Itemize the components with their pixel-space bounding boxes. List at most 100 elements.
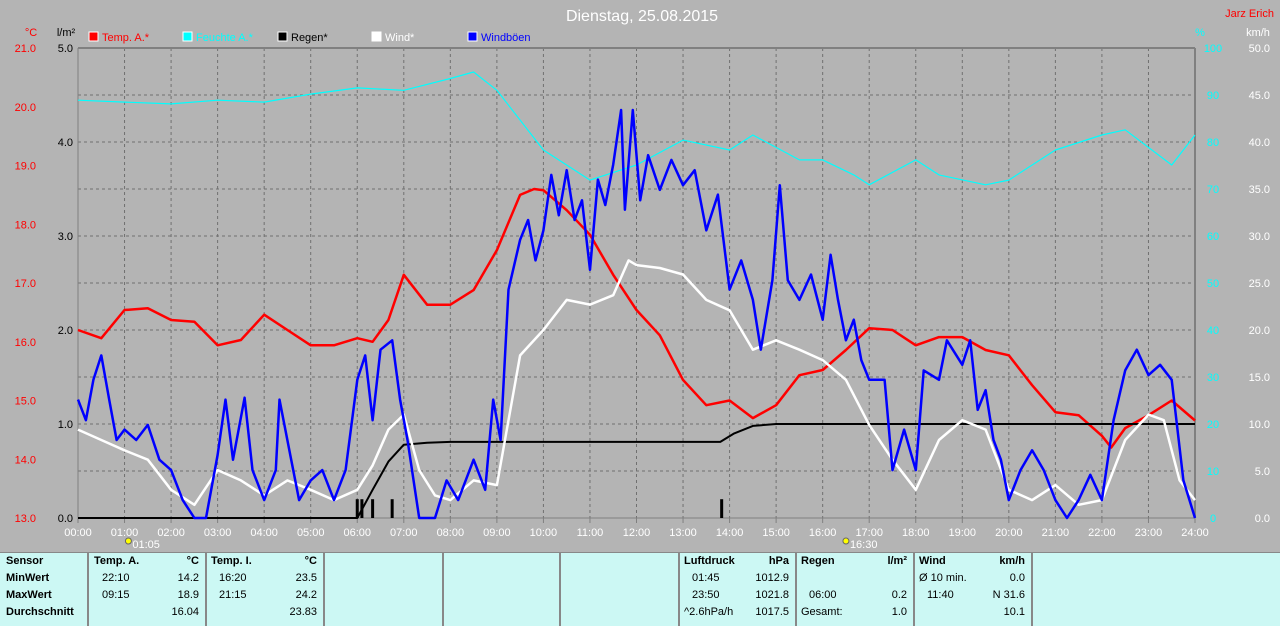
rain-bar xyxy=(390,499,394,518)
humidity-tick-label: 70 xyxy=(1207,184,1219,196)
temp-tick-label: 15.0 xyxy=(15,396,36,408)
wind-value: 0.0 xyxy=(1009,572,1025,584)
luftdruck-column: Luftdruck hPa 01:45 1012.9 23:50 1021.8 ^2.6hP… xyxy=(678,553,797,626)
luftdruck-value: 1012.9 xyxy=(755,572,789,584)
series-line-windben xyxy=(76,108,1197,520)
empty-column xyxy=(559,553,680,626)
x-tick-label: 00:00 xyxy=(64,527,92,539)
humidity-tick-label: 0 xyxy=(1210,513,1216,525)
series-line-wind xyxy=(77,259,1196,507)
x-tick-label: 06:00 xyxy=(343,527,371,539)
x-tick-label: 18:00 xyxy=(902,527,930,539)
x-tick-label: 04:00 xyxy=(250,527,278,539)
x-tick-label: 20:00 xyxy=(995,527,1023,539)
humidity-tick-label: 20 xyxy=(1207,419,1219,431)
wind-tick-label: 30.0 xyxy=(1249,231,1270,243)
regen-value: 0.2 xyxy=(891,589,907,601)
x-tick-label: 05:00 xyxy=(297,527,325,539)
series-layer xyxy=(76,71,1197,520)
humidity-tick-label: 90 xyxy=(1207,90,1219,102)
temp-tick-label: 21.0 xyxy=(15,43,36,55)
legend-label: Temp. A.* xyxy=(102,32,150,44)
x-tick-label: 14:00 xyxy=(716,527,744,539)
legend: Temp. A.* Feuchte A.* Regen* Wind* Windböen xyxy=(88,31,531,44)
grid xyxy=(77,47,1196,519)
wind-tick-label: 20.0 xyxy=(1249,325,1270,337)
humidity-tick-label: 50 xyxy=(1207,278,1219,290)
author-label: Jarz Erich xyxy=(1225,8,1274,20)
wind-tick-label: 40.0 xyxy=(1249,137,1270,149)
luftdruck-header: Luftdruck xyxy=(684,555,735,567)
empty-column xyxy=(442,553,561,626)
axes: 00:00 01:00 02:00 03:00 04:00 05:00 06:00 07:00… xyxy=(15,27,1270,551)
rain-bar xyxy=(355,499,359,518)
temp_a-time: 09:15 xyxy=(102,589,130,601)
temp-tick-label: 14.0 xyxy=(15,454,36,466)
rain-bar xyxy=(360,499,364,518)
legend-swatch xyxy=(467,31,478,42)
humidity-tick-label: 40 xyxy=(1207,325,1219,337)
luftdruck-value: 1021.8 xyxy=(755,589,789,601)
regen-header: Regen xyxy=(801,555,835,567)
temp-tick-label: 13.0 xyxy=(15,513,36,525)
temp_a-value: 14.2 xyxy=(177,572,199,584)
wind-tick-label: 35.0 xyxy=(1249,184,1270,196)
regen-unit: l/m² xyxy=(887,555,907,567)
wind-value: 10.1 xyxy=(1003,606,1025,618)
temp-tick-label: 17.0 xyxy=(15,278,36,290)
wind-axis-unit: km/h xyxy=(1246,27,1270,39)
regen-time: 06:00 xyxy=(809,589,837,601)
rain-bar xyxy=(371,499,375,518)
temp_i-header: Temp. I. xyxy=(211,555,252,567)
regen-column: Regen l/m² 06:00 0.2 Gesamt: 1.0 xyxy=(795,553,915,626)
wind-tick-label: 10.0 xyxy=(1249,419,1270,431)
luftdruck-time: ^2.6hPa/h xyxy=(684,606,734,618)
weather-chart: Dienstag, 25.08.2015 Jarz Erich 00:00 01:… xyxy=(15,8,1274,551)
rain-tick-label: 0.0 xyxy=(58,513,73,525)
sun-marker-label: 16:30 xyxy=(850,539,878,551)
x-tick-label: 13:00 xyxy=(669,527,697,539)
temp-tick-label: 20.0 xyxy=(15,102,36,114)
x-tick-label: 15:00 xyxy=(762,527,790,539)
chart-title: Dienstag, 25.08.2015 xyxy=(566,8,718,25)
legend-swatch xyxy=(277,31,288,42)
regen-value: 1.0 xyxy=(891,606,907,618)
wind-tick-label: 5.0 xyxy=(1255,466,1270,478)
temp_i-unit: °C xyxy=(304,555,317,567)
x-tick-label: 22:00 xyxy=(1088,527,1116,539)
x-tick-label: 08:00 xyxy=(437,527,465,539)
legend-label: Windböen xyxy=(481,32,531,44)
legend-label: Wind* xyxy=(385,32,415,44)
sensor-column: Sensor MinWert MaxWert Durchschnitt xyxy=(0,553,89,626)
row-label-avg: Durchschnitt xyxy=(6,606,74,618)
x-tick-label: 09:00 xyxy=(483,527,511,539)
humidity-axis-unit: % xyxy=(1195,27,1205,39)
temp-tick-label: 18.0 xyxy=(15,219,36,231)
series-line-regen xyxy=(78,423,1195,519)
x-tick-label: 21:00 xyxy=(1042,527,1070,539)
legend-swatch xyxy=(371,31,382,42)
row-label-max: MaxWert xyxy=(6,589,52,601)
x-tick-label: 11:00 xyxy=(577,527,604,539)
row-label-min: MinWert xyxy=(6,572,50,584)
rain-tick-label: 3.0 xyxy=(58,231,73,243)
temp_i-value: 23.5 xyxy=(295,572,317,584)
sun-icon xyxy=(842,537,850,545)
temp_a-time: 22:10 xyxy=(102,572,130,584)
wind-unit: km/h xyxy=(999,555,1025,567)
x-tick-label: 23:00 xyxy=(1135,527,1163,539)
wind-tick-label: 15.0 xyxy=(1249,372,1270,384)
rain-tick-label: 2.0 xyxy=(58,325,73,337)
humidity-tick-label: 100 xyxy=(1204,43,1222,55)
x-tick-label: 03:00 xyxy=(204,527,232,539)
rain-tick-label: 1.0 xyxy=(58,419,73,431)
temp_a-column: Temp. A. °C 22:10 14.2 09:15 18.9 16.04 xyxy=(88,553,207,626)
temp-tick-label: 16.0 xyxy=(15,337,36,349)
humidity-tick-label: 30 xyxy=(1207,372,1219,384)
rain-axis-unit: l/m² xyxy=(57,27,76,39)
temp_i-time: 16:20 xyxy=(219,572,247,584)
rain-tick-label: 5.0 xyxy=(58,43,73,55)
regen-time: Gesamt: xyxy=(801,606,843,618)
empty-column xyxy=(323,553,444,626)
rain-tick-label: 4.0 xyxy=(58,137,73,149)
